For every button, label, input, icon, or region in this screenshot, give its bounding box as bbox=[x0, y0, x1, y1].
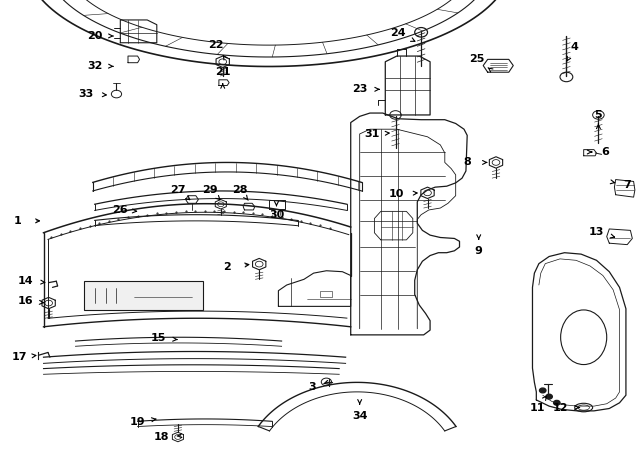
Circle shape bbox=[546, 394, 552, 399]
Text: 34: 34 bbox=[352, 410, 367, 421]
Text: 22: 22 bbox=[209, 40, 224, 50]
Text: 16: 16 bbox=[18, 296, 33, 306]
Text: 29: 29 bbox=[202, 185, 218, 195]
Text: 17: 17 bbox=[12, 352, 27, 362]
Text: 9: 9 bbox=[475, 246, 483, 256]
Text: 6: 6 bbox=[601, 147, 609, 157]
Text: 28: 28 bbox=[232, 185, 248, 195]
Text: 23: 23 bbox=[352, 84, 367, 95]
Text: 3: 3 bbox=[308, 382, 316, 392]
Text: 32: 32 bbox=[87, 60, 102, 71]
Text: 21: 21 bbox=[215, 67, 230, 77]
Text: 10: 10 bbox=[389, 189, 404, 199]
Text: 33: 33 bbox=[79, 89, 94, 99]
Circle shape bbox=[554, 400, 560, 405]
Text: 8: 8 bbox=[463, 157, 471, 168]
Circle shape bbox=[540, 388, 546, 393]
Text: 19: 19 bbox=[130, 417, 145, 427]
Text: 13: 13 bbox=[589, 227, 604, 237]
Text: 14: 14 bbox=[18, 276, 33, 286]
Text: 5: 5 bbox=[595, 110, 602, 120]
Text: 18: 18 bbox=[154, 432, 169, 442]
Text: 15: 15 bbox=[151, 333, 166, 343]
Text: 12: 12 bbox=[553, 402, 568, 413]
Bar bbox=[84, 281, 203, 310]
Text: 4: 4 bbox=[571, 42, 579, 53]
Text: 1: 1 bbox=[14, 216, 22, 226]
Ellipse shape bbox=[575, 403, 593, 412]
Bar bbox=[320, 291, 332, 297]
Ellipse shape bbox=[561, 310, 607, 365]
Text: 27: 27 bbox=[170, 185, 186, 195]
Text: 25: 25 bbox=[469, 54, 484, 65]
Text: 11: 11 bbox=[530, 402, 545, 413]
Text: 20: 20 bbox=[87, 30, 102, 41]
Ellipse shape bbox=[578, 405, 589, 410]
Text: 24: 24 bbox=[390, 28, 406, 38]
Text: 31: 31 bbox=[365, 129, 380, 139]
Text: 2: 2 bbox=[223, 262, 231, 272]
Text: 26: 26 bbox=[113, 205, 128, 215]
Text: 30: 30 bbox=[269, 209, 284, 220]
Text: 7: 7 bbox=[623, 180, 631, 190]
